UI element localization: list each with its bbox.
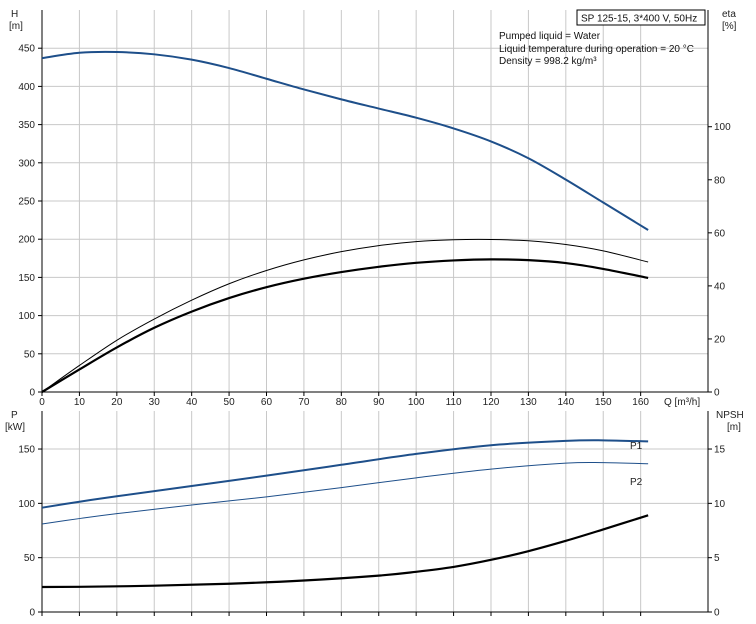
x-tick-label: 90	[373, 397, 385, 408]
left-tick-label: 450	[18, 44, 35, 55]
power-npsh-panel: 0 50 100 150 0 5 10 15	[18, 411, 726, 619]
x-tick-label: 20	[111, 397, 123, 408]
right-tick-label: 10	[714, 499, 726, 510]
left-tick-label: 150	[18, 273, 35, 284]
series-line-3	[41, 514, 649, 589]
left-tick-label: 100	[18, 311, 35, 322]
x-tick-label: 80	[336, 397, 348, 408]
left-tick-label: 0	[29, 388, 35, 399]
series-line-3	[41, 258, 649, 393]
x-tick-label: 150	[595, 397, 612, 408]
x-tick-label: 40	[186, 397, 198, 408]
x-tick-label: 140	[557, 397, 574, 408]
pump-model-box: SP 125-15, 3*400 V, 50Hz	[576, 9, 706, 26]
x-tick-label: 60	[261, 397, 273, 408]
x-tick-label: 50	[224, 397, 236, 408]
pump-model-box-frame	[576, 9, 706, 26]
npsh-axis-unit: [m]	[727, 422, 741, 433]
right-tick-label: 80	[714, 175, 726, 186]
left-tick-label: 100	[18, 499, 35, 510]
liquid-info-line: Density = 998.2 kg/m³	[499, 56, 597, 67]
x-tick-label: 110	[446, 397, 462, 408]
series-line-1	[41, 50, 649, 231]
npsh-axis-label: NPSH	[716, 410, 744, 421]
liquid-info-line: Liquid temperature during operation = 20…	[499, 44, 694, 55]
x-tick-label: 130	[520, 397, 537, 408]
eta-axis-unit: [%]	[722, 21, 737, 32]
right-tick-label: 5	[714, 553, 720, 564]
series-line-2	[41, 238, 649, 393]
h-axis-unit: [m]	[9, 21, 23, 32]
right-tick-label: 100	[714, 122, 731, 133]
left-tick-label: 250	[18, 197, 35, 208]
x-tick-label: 10	[74, 397, 86, 408]
eta-axis-label: eta	[722, 9, 736, 20]
right-tick-label: 15	[714, 445, 726, 456]
liquid-info: Pumped liquid = Water Liquid temperature…	[499, 31, 694, 67]
p-axis-unit: [kW]	[5, 422, 25, 433]
series-label-p2: P2	[630, 477, 643, 488]
left-tick-label: 150	[18, 445, 35, 456]
x-tick-label: 30	[149, 397, 161, 408]
head-efficiency-panel: 0 50 100 150 200 250 300 350 400 450 0 20 40 60 80 100 0…	[18, 10, 731, 408]
x-tick-label: 100	[408, 397, 425, 408]
liquid-info-line: Pumped liquid = Water	[499, 31, 601, 42]
x-tick-label: 0	[39, 397, 45, 408]
right-tick-label: 0	[714, 388, 720, 399]
left-tick-label: 0	[29, 608, 35, 619]
series-line-p2	[41, 461, 649, 525]
p-axis-label: P	[11, 410, 18, 421]
right-tick-label: 60	[714, 228, 726, 239]
left-tick-label: 200	[18, 235, 35, 246]
pump-model-text: SP 125-15, 3*400 V, 50Hz	[581, 14, 697, 25]
x-tick-label: 160	[632, 397, 649, 408]
h-axis-label: H	[11, 9, 18, 20]
x-tick-label: 120	[483, 397, 500, 408]
left-tick-label: 50	[24, 553, 36, 564]
q-axis-label: Q [m³/h]	[664, 397, 700, 408]
left-tick-label: 50	[24, 349, 36, 360]
series-label-p1: P1	[630, 441, 643, 452]
series-line-p1	[41, 439, 649, 509]
left-tick-label: 400	[18, 82, 35, 93]
left-tick-label: 300	[18, 158, 35, 169]
right-tick-label: 40	[714, 281, 726, 292]
right-tick-label: 0	[714, 608, 720, 619]
right-tick-label: 20	[714, 334, 726, 345]
left-tick-label: 350	[18, 120, 35, 131]
x-tick-label: 70	[298, 397, 310, 408]
